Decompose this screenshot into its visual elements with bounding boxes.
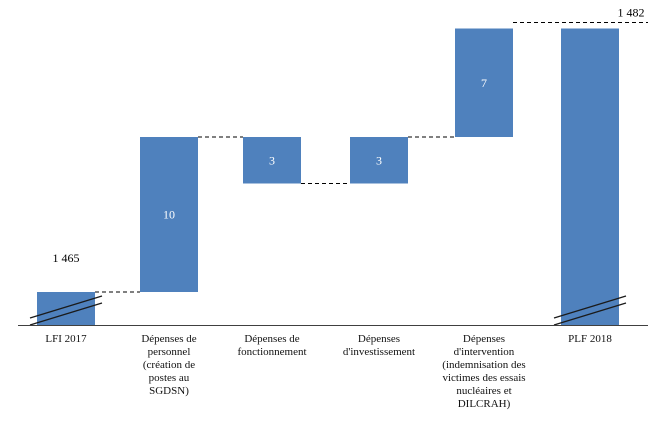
bar-total-label: 1 482 bbox=[618, 6, 645, 20]
bar-value-label: 7 bbox=[481, 76, 487, 90]
x-axis-label-depenses-fonctionnement: Dépenses de fonctionnement bbox=[237, 333, 307, 358]
waterfall-bar bbox=[140, 137, 198, 292]
bar-total-label: 1 465 bbox=[53, 251, 80, 265]
bar-value-label: 10 bbox=[163, 208, 175, 222]
waterfall-bar bbox=[243, 137, 301, 184]
waterfall-bar bbox=[350, 137, 408, 184]
axis-break-mark bbox=[29, 302, 103, 326]
axis-break-mark bbox=[553, 295, 627, 319]
x-axis-label-depenses-investissement: Dépenses d'investissement bbox=[342, 333, 416, 358]
axis-break-mark bbox=[29, 295, 103, 319]
x-axis-label-depenses-personnel: Dépenses de personnel (création de poste… bbox=[141, 333, 197, 397]
bar-value-label: 3 bbox=[269, 153, 275, 167]
x-axis-label-depenses-intervention: Dépenses d'intervention (indemnisation d… bbox=[442, 333, 526, 410]
bar-value-label: 3 bbox=[376, 153, 382, 167]
waterfall-bar bbox=[561, 28, 619, 325]
waterfall-bar bbox=[455, 28, 513, 137]
x-axis-label-lfi-2017: LFI 2017 bbox=[45, 333, 87, 345]
axis-break-mark bbox=[553, 302, 627, 326]
x-axis-label-plf-2018: PLF 2018 bbox=[568, 333, 612, 345]
